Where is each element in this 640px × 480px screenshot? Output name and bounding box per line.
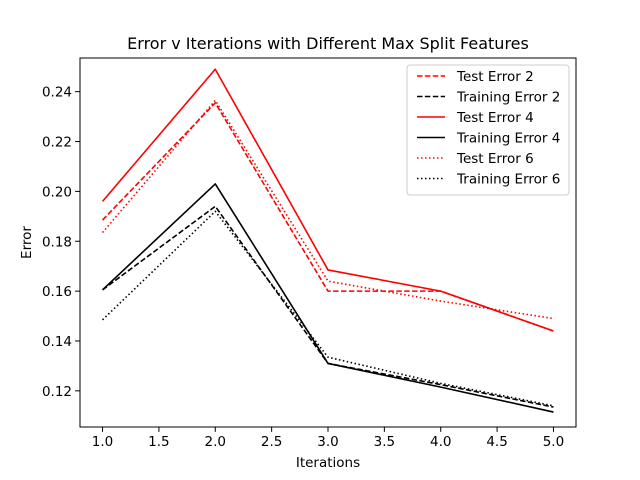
- plot-area: [101, 68, 554, 413]
- series-line-6: [101, 210, 554, 407]
- x-tick-label: 4.0: [430, 434, 451, 450]
- x-axis-label: Iterations: [296, 455, 360, 471]
- x-tick-label: 2.5: [261, 434, 282, 450]
- y-tick-label: 0.12: [42, 384, 72, 400]
- y-tick-label: 0.14: [42, 334, 72, 350]
- legend-entry-label: Training Error 6: [456, 172, 560, 188]
- y-tick-label: 0.22: [42, 135, 72, 151]
- x-tick-label: 3.0: [317, 434, 338, 450]
- chart-title: Error v Iterations with Different Max Sp…: [127, 34, 529, 53]
- legend-entry-label: Test Error 6: [456, 151, 534, 167]
- x-tick-label: 1.5: [148, 434, 169, 450]
- x-axis: 1.0 1.5 2.0 2.5 3.0 3.5 4.0 4.5 5.0: [92, 427, 564, 450]
- y-tick-label: 0.16: [42, 284, 72, 300]
- legend-entry-label: Test Error 4: [456, 110, 534, 126]
- x-tick-label: 3.5: [374, 434, 395, 450]
- x-tick-label: 5.0: [543, 434, 564, 450]
- series-line-4: [102, 183, 554, 413]
- y-axis-label: Error: [19, 226, 35, 259]
- legend-frame: [406, 64, 570, 196]
- y-tick-label: 0.20: [42, 184, 72, 200]
- y-tick-label: 0.18: [42, 234, 72, 250]
- legend-entry-label: Training Error 4: [456, 131, 560, 147]
- series-line-3: [101, 68, 554, 332]
- x-tick-label: 1.0: [92, 434, 113, 450]
- legend-entry-label: Test Error 2: [456, 69, 534, 85]
- y-tick-label: 0.24: [42, 85, 72, 101]
- x-tick-label: 4.5: [486, 434, 507, 450]
- legend: Test Error 2 Training Error 2 Test Error 4…: [406, 64, 570, 196]
- legend-entry-label: Training Error 2: [456, 90, 560, 106]
- x-tick-label: 2.0: [205, 434, 226, 450]
- y-axis: 0.12 0.14 0.16 0.18 0.20 0.22 0.24: [42, 85, 80, 400]
